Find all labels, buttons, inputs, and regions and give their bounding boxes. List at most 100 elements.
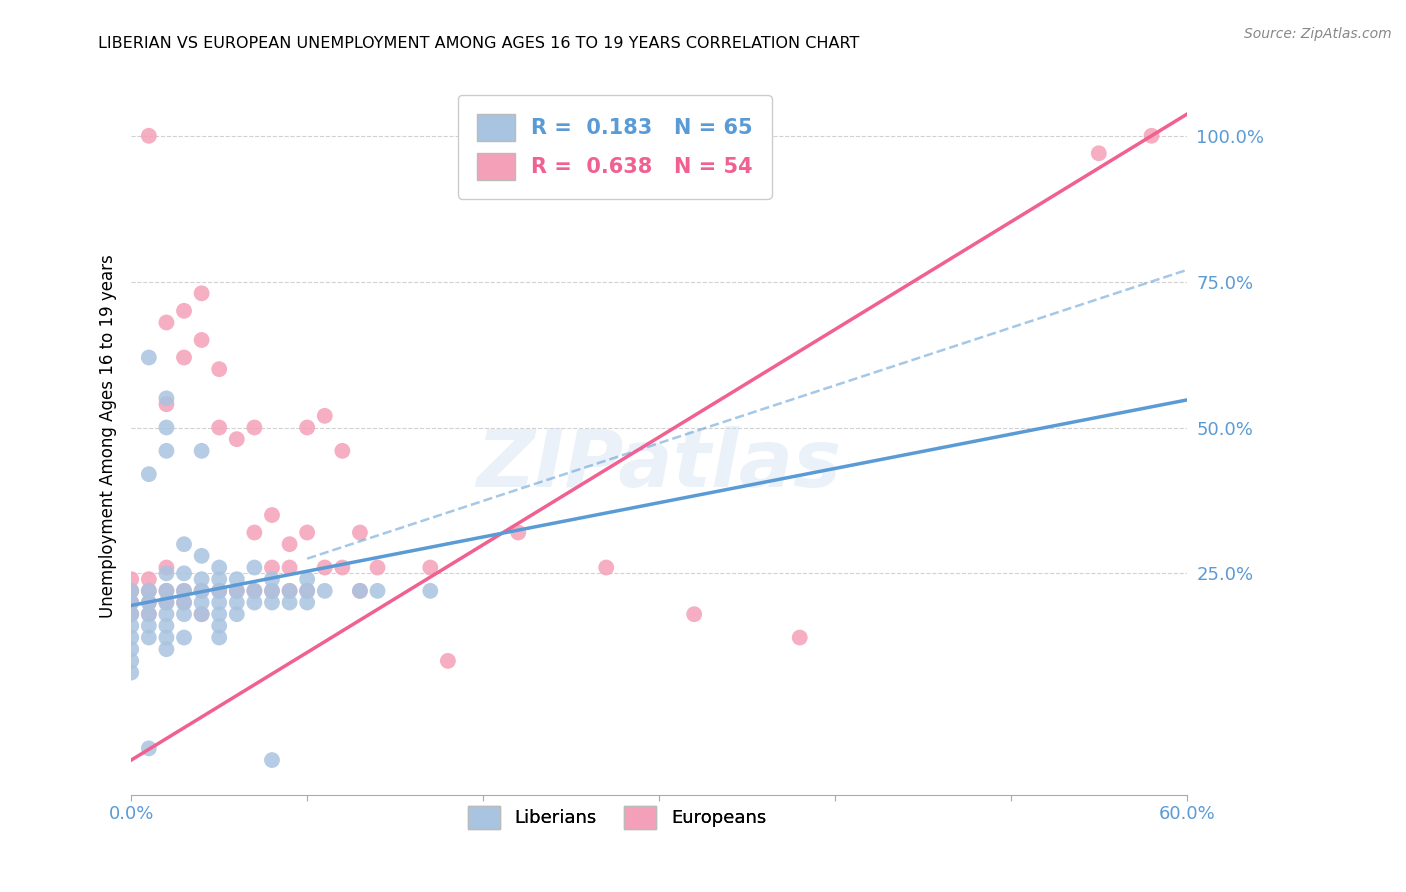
Point	[138, 607, 160, 622]
Point	[595, 560, 617, 574]
Point	[208, 560, 231, 574]
Point	[190, 583, 212, 598]
Point	[260, 595, 283, 609]
Point	[190, 549, 212, 563]
Point	[120, 595, 142, 609]
Point	[190, 286, 212, 301]
Point	[225, 595, 247, 609]
Point	[138, 619, 160, 633]
Point	[155, 619, 177, 633]
Point	[225, 583, 247, 598]
Point	[349, 583, 371, 598]
Point	[173, 537, 195, 551]
Point	[120, 583, 142, 598]
Point	[155, 316, 177, 330]
Y-axis label: Unemployment Among Ages 16 to 19 years: Unemployment Among Ages 16 to 19 years	[100, 254, 117, 618]
Point	[208, 583, 231, 598]
Point	[155, 595, 177, 609]
Point	[225, 607, 247, 622]
Point	[155, 392, 177, 406]
Point	[120, 654, 142, 668]
Point	[225, 572, 247, 586]
Point	[437, 654, 460, 668]
Point	[260, 508, 283, 522]
Point	[138, 351, 160, 365]
Point	[155, 560, 177, 574]
Point	[349, 583, 371, 598]
Point	[190, 607, 212, 622]
Point	[295, 583, 318, 598]
Point	[330, 560, 353, 574]
Point	[173, 566, 195, 581]
Point	[349, 525, 371, 540]
Point	[190, 443, 212, 458]
Point	[138, 595, 160, 609]
Point	[330, 443, 353, 458]
Point	[190, 595, 212, 609]
Point	[508, 525, 530, 540]
Point	[260, 572, 283, 586]
Point	[138, 741, 160, 756]
Point	[243, 595, 266, 609]
Point	[278, 583, 301, 598]
Point	[138, 607, 160, 622]
Point	[295, 572, 318, 586]
Point	[155, 642, 177, 657]
Point	[367, 583, 389, 598]
Point	[683, 607, 706, 622]
Point	[155, 397, 177, 411]
Point	[173, 583, 195, 598]
Point	[190, 607, 212, 622]
Point	[155, 583, 177, 598]
Point	[138, 631, 160, 645]
Point	[190, 583, 212, 598]
Point	[120, 607, 142, 622]
Point	[1087, 146, 1109, 161]
Point	[155, 595, 177, 609]
Point	[208, 619, 231, 633]
Point	[314, 560, 336, 574]
Point	[208, 607, 231, 622]
Point	[155, 583, 177, 598]
Point	[243, 583, 266, 598]
Point	[295, 420, 318, 434]
Point	[120, 583, 142, 598]
Point	[138, 572, 160, 586]
Point	[278, 595, 301, 609]
Point	[208, 420, 231, 434]
Point	[173, 631, 195, 645]
Point	[295, 583, 318, 598]
Point	[208, 595, 231, 609]
Point	[278, 560, 301, 574]
Point	[190, 333, 212, 347]
Point	[260, 753, 283, 767]
Point	[243, 583, 266, 598]
Legend: Liberians, Europeans: Liberians, Europeans	[460, 798, 773, 837]
Point	[225, 583, 247, 598]
Point	[314, 583, 336, 598]
Point	[138, 583, 160, 598]
Point	[419, 583, 441, 598]
Text: ZIPatlas: ZIPatlas	[477, 426, 842, 504]
Point	[243, 420, 266, 434]
Point	[173, 351, 195, 365]
Text: Source: ZipAtlas.com: Source: ZipAtlas.com	[1244, 27, 1392, 41]
Point	[120, 607, 142, 622]
Point	[173, 595, 195, 609]
Point	[138, 128, 160, 143]
Point	[155, 420, 177, 434]
Point	[367, 560, 389, 574]
Point	[173, 607, 195, 622]
Point	[173, 583, 195, 598]
Point	[314, 409, 336, 423]
Point	[155, 607, 177, 622]
Point	[173, 303, 195, 318]
Point	[295, 525, 318, 540]
Point	[278, 583, 301, 598]
Point	[419, 560, 441, 574]
Point	[295, 595, 318, 609]
Point	[243, 525, 266, 540]
Point	[208, 583, 231, 598]
Point	[155, 631, 177, 645]
Point	[155, 443, 177, 458]
